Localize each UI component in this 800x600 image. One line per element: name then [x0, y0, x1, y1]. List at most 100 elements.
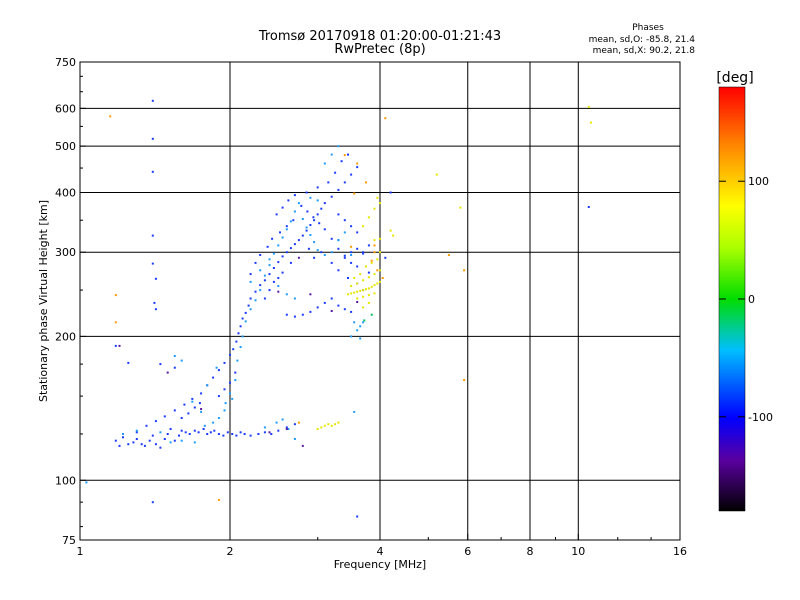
- x-tick-label: 10: [571, 545, 585, 558]
- data-point: [359, 273, 362, 276]
- data-point: [350, 292, 353, 295]
- data-point: [191, 400, 194, 403]
- data-point: [330, 195, 333, 198]
- data-point: [392, 234, 395, 237]
- data-point: [202, 428, 205, 430]
- data-point: [373, 207, 376, 210]
- data-point: [316, 428, 319, 430]
- data-point: [384, 117, 387, 120]
- data-point: [135, 431, 138, 434]
- data-point: [305, 229, 308, 232]
- data-point: [316, 213, 319, 216]
- data-point: [244, 311, 247, 314]
- data-point: [151, 99, 154, 102]
- data-point: [109, 115, 112, 118]
- data-point: [206, 384, 209, 387]
- data-point: [127, 361, 130, 364]
- data-point: [222, 434, 225, 437]
- data-point: [234, 379, 237, 382]
- data-point: [285, 225, 288, 228]
- data-point: [127, 443, 130, 446]
- data-point: [217, 369, 220, 372]
- data-point: [169, 428, 172, 430]
- data-point: [330, 153, 333, 156]
- data-point: [356, 290, 359, 293]
- data-point: [263, 426, 266, 429]
- data-point: [301, 218, 304, 220]
- data-point: [266, 245, 269, 248]
- data-point: [330, 237, 333, 240]
- data-point: [343, 231, 346, 234]
- data-point: [285, 313, 288, 316]
- data-point: [367, 244, 370, 247]
- data-point: [323, 162, 326, 165]
- y-tick-label: 400: [55, 186, 76, 199]
- data-point: [463, 379, 466, 382]
- data-point: [330, 261, 333, 264]
- data-point: [318, 222, 321, 225]
- data-point: [337, 239, 340, 242]
- x-tick-label: 6: [464, 545, 471, 558]
- data-point: [320, 426, 323, 429]
- data-point: [309, 196, 312, 199]
- data-point: [356, 265, 359, 268]
- data-point: [353, 192, 356, 195]
- data-point: [277, 277, 280, 279]
- data-point: [350, 245, 353, 248]
- data-point: [151, 262, 154, 265]
- data-point: [169, 441, 172, 444]
- data-point: [316, 306, 319, 309]
- data-point: [293, 194, 296, 197]
- data-point: [285, 293, 288, 296]
- data-point: [463, 269, 466, 272]
- data-point: [249, 280, 252, 283]
- data-point: [198, 402, 201, 405]
- data-point: [381, 277, 384, 279]
- data-point: [249, 273, 252, 276]
- data-point: [301, 444, 304, 447]
- data-point: [145, 424, 148, 427]
- data-point: [306, 210, 309, 213]
- data-point: [272, 280, 275, 283]
- data-point: [281, 236, 284, 239]
- data-point: [320, 207, 323, 210]
- data-point: [151, 434, 154, 437]
- data-point: [277, 244, 280, 247]
- colorbar-label: [deg]: [716, 70, 753, 86]
- data-point: [244, 320, 247, 323]
- data-point: [148, 439, 151, 442]
- data-point: [323, 202, 326, 205]
- data-point: [235, 340, 238, 343]
- data-point: [384, 256, 387, 259]
- data-point: [316, 249, 319, 252]
- data-point: [435, 173, 438, 176]
- data-point: [316, 199, 319, 202]
- data-point: [193, 406, 196, 409]
- data-point: [173, 355, 176, 357]
- y-axis-label: Stationary phase Virtual Height [km]: [37, 200, 50, 402]
- data-point: [241, 317, 244, 320]
- data-point: [271, 237, 274, 240]
- data-point: [343, 219, 346, 222]
- data-point: [587, 206, 590, 208]
- data-point: [350, 310, 353, 313]
- data-point: [379, 251, 381, 254]
- data-point: [229, 392, 231, 395]
- data-point: [350, 173, 353, 176]
- data-point: [200, 410, 203, 413]
- data-point: [362, 252, 365, 255]
- data-point: [330, 251, 333, 254]
- data-point: [337, 145, 340, 148]
- data-point: [356, 166, 359, 169]
- data-point: [293, 315, 296, 318]
- x-tick-label: 16: [673, 545, 687, 558]
- data-point: [297, 256, 300, 259]
- data-point: [347, 153, 349, 156]
- data-point: [231, 433, 234, 435]
- data-point: [293, 210, 296, 213]
- data-point: [323, 301, 326, 304]
- data-point: [337, 247, 340, 250]
- data-point: [281, 271, 284, 274]
- data-point: [285, 228, 288, 231]
